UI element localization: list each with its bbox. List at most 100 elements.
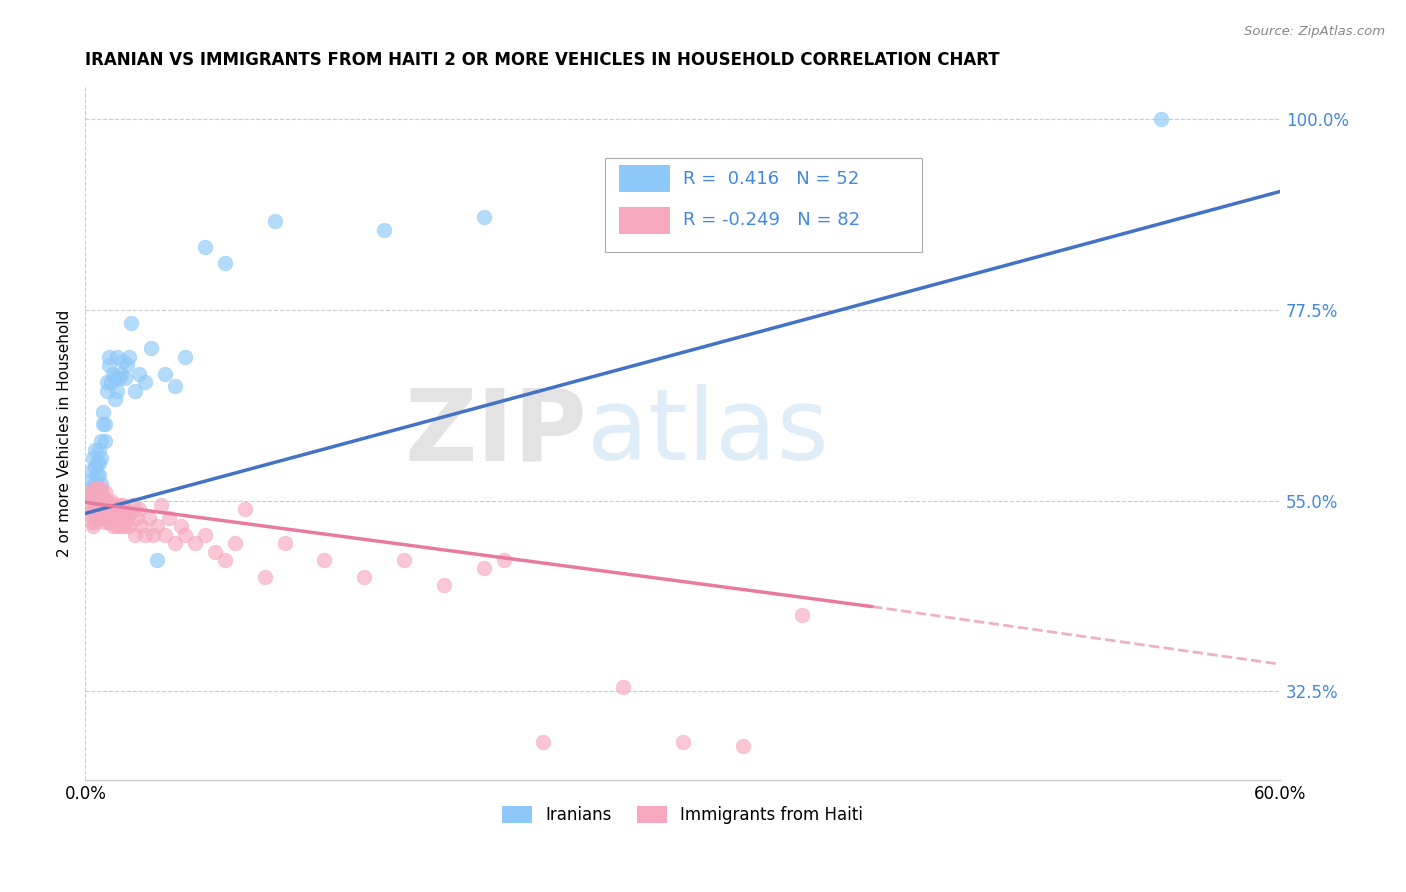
Point xyxy=(672,735,695,749)
Point xyxy=(174,350,197,364)
Point xyxy=(89,507,111,521)
Point xyxy=(129,519,152,533)
Point xyxy=(96,384,118,398)
Point xyxy=(792,608,814,623)
Point xyxy=(110,519,132,533)
Point xyxy=(263,214,285,228)
Point xyxy=(104,498,127,512)
Point xyxy=(96,510,118,524)
Point xyxy=(86,468,108,483)
Point xyxy=(127,510,149,524)
Point xyxy=(79,481,101,495)
Point xyxy=(124,384,146,398)
Point xyxy=(153,527,176,541)
Point xyxy=(128,502,150,516)
Point xyxy=(224,536,246,550)
Text: R =  0.416   N = 52: R = 0.416 N = 52 xyxy=(683,169,859,187)
Point xyxy=(204,544,226,558)
Point xyxy=(531,735,554,749)
Point xyxy=(114,502,136,516)
Point xyxy=(103,367,125,381)
Point xyxy=(105,350,128,364)
Point xyxy=(80,490,103,504)
Point xyxy=(108,510,131,524)
Point xyxy=(118,350,141,364)
Point xyxy=(110,367,132,381)
Point xyxy=(94,434,117,449)
Point xyxy=(90,493,112,508)
Point xyxy=(114,371,136,385)
Point xyxy=(492,553,515,567)
Point xyxy=(194,239,217,253)
Point xyxy=(91,490,114,504)
Point xyxy=(170,519,193,533)
Point xyxy=(214,553,236,567)
Point xyxy=(108,498,131,512)
Point xyxy=(103,519,125,533)
Point xyxy=(114,519,136,533)
Point xyxy=(86,456,108,470)
Point xyxy=(98,515,121,529)
Point xyxy=(104,392,127,406)
Point xyxy=(89,442,111,457)
Point xyxy=(94,417,117,432)
Point xyxy=(163,536,186,550)
Point xyxy=(118,519,141,533)
Point xyxy=(98,498,121,512)
Point xyxy=(82,451,104,466)
Point xyxy=(76,490,98,504)
Point xyxy=(98,358,121,372)
Point xyxy=(174,527,197,541)
Point xyxy=(115,358,138,372)
Point xyxy=(86,493,108,508)
Point xyxy=(353,570,375,584)
Point xyxy=(120,507,142,521)
Point xyxy=(1150,112,1173,127)
Point xyxy=(84,442,107,457)
Text: R = -0.249   N = 82: R = -0.249 N = 82 xyxy=(683,211,860,229)
Point xyxy=(90,476,112,491)
Point xyxy=(105,384,128,398)
Point xyxy=(138,510,160,524)
Point xyxy=(122,498,145,512)
Text: IRANIAN VS IMMIGRANTS FROM HAITI 2 OR MORE VEHICLES IN HOUSEHOLD CORRELATION CHA: IRANIAN VS IMMIGRANTS FROM HAITI 2 OR MO… xyxy=(86,51,1000,69)
Point xyxy=(94,498,117,512)
Point xyxy=(90,510,112,524)
Point xyxy=(84,515,107,529)
Point xyxy=(80,473,103,487)
Point xyxy=(153,367,176,381)
Point xyxy=(124,527,146,541)
Point xyxy=(84,481,107,495)
Point xyxy=(139,341,162,355)
Point xyxy=(104,510,127,524)
Point xyxy=(214,256,236,270)
Point xyxy=(89,490,111,504)
Text: Source: ZipAtlas.com: Source: ZipAtlas.com xyxy=(1244,25,1385,38)
Point xyxy=(115,510,138,524)
Point xyxy=(112,354,135,368)
FancyBboxPatch shape xyxy=(605,159,922,252)
Point xyxy=(392,553,415,567)
Point xyxy=(184,536,207,550)
Point xyxy=(472,561,495,575)
Point xyxy=(273,536,295,550)
Point xyxy=(79,485,101,500)
Point xyxy=(100,493,122,508)
Point xyxy=(89,456,111,470)
Text: ZIP: ZIP xyxy=(405,384,588,482)
Point xyxy=(134,527,156,541)
Point xyxy=(146,553,169,567)
Point xyxy=(76,490,98,504)
Point xyxy=(108,371,131,385)
Point xyxy=(128,367,150,381)
Point xyxy=(110,502,132,516)
Point xyxy=(82,485,104,500)
Point xyxy=(96,493,118,508)
Point xyxy=(112,498,135,512)
Point xyxy=(433,578,456,592)
Point xyxy=(80,464,103,478)
Point xyxy=(84,476,107,491)
Point xyxy=(157,510,180,524)
Point xyxy=(89,468,111,483)
Point xyxy=(142,527,165,541)
